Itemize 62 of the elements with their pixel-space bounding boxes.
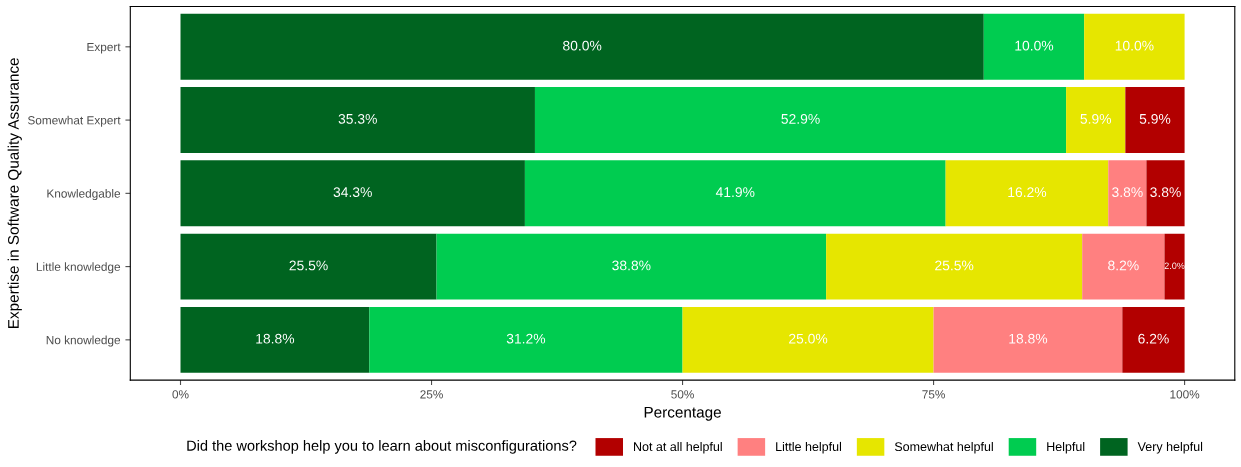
bar [524, 160, 946, 227]
bar [1125, 87, 1185, 154]
bar [1122, 306, 1185, 373]
bar [436, 233, 827, 300]
data-label: 25.5% [935, 260, 974, 271]
x-tick-label: 25% [420, 390, 443, 399]
bar [983, 13, 1085, 80]
bar [180, 87, 535, 154]
bar [1164, 233, 1185, 300]
bar [1084, 13, 1185, 80]
legend-label: Helpful [1047, 441, 1085, 454]
data-label: 25.0% [789, 333, 828, 344]
data-label: 10.0% [1115, 40, 1154, 51]
data-label: 18.8% [1009, 333, 1048, 344]
data-label: 5.9% [1080, 113, 1112, 124]
data-label: 80.0% [563, 40, 602, 51]
bar [180, 13, 984, 80]
data-label: 52.9% [781, 113, 820, 124]
data-label: 34.3% [333, 187, 372, 198]
data-label: 8.2% [1108, 260, 1139, 271]
data-label: 35.3% [338, 113, 377, 124]
data-label: 3.8% [1112, 187, 1143, 198]
y-tick-label: Somewhat Expert [27, 115, 121, 127]
x-tick-label: 0% [172, 390, 189, 399]
x-tick-label: 50% [671, 390, 694, 399]
data-label: 2.0% [1164, 262, 1185, 270]
bar [369, 306, 683, 373]
bar [826, 233, 1083, 300]
bar [945, 160, 1109, 227]
bar [180, 233, 437, 300]
data-label: 18.8% [256, 333, 295, 344]
x-axis-title: Percentage [644, 406, 721, 421]
bar [933, 306, 1123, 373]
legend-label: Very helpful [1137, 441, 1203, 454]
y-tick-label: No knowledge [46, 335, 121, 347]
legend-title: Did the workshop help you to learn about misconfigurations? [187, 440, 577, 454]
x-tick-label: 75% [922, 390, 945, 399]
y-tick-label: Expert [87, 42, 121, 54]
y-tick-label: Little knowledge [36, 262, 121, 274]
bar [534, 87, 1067, 154]
legend-label: Little helpful [776, 441, 841, 454]
legend-label: Somewhat helpful [894, 441, 993, 454]
bar [1146, 160, 1185, 227]
data-label: 31.2% [506, 333, 546, 344]
data-label: 5.9% [1139, 113, 1171, 124]
bar [1082, 233, 1165, 300]
bar [1066, 87, 1126, 154]
data-label: 10.0% [1015, 40, 1054, 51]
legend-label: Not at all helpful [634, 441, 722, 454]
data-label: 41.9% [715, 187, 755, 198]
bar [1108, 160, 1147, 227]
x-tick-label: 100% [1170, 390, 1200, 399]
bar [180, 306, 370, 373]
bar [682, 306, 934, 373]
data-label: 25.5% [289, 260, 328, 271]
bar [180, 160, 525, 227]
data-label: 16.2% [1008, 187, 1047, 198]
y-axis-title: Expertise in Software Quality Assurance [7, 58, 22, 328]
data-label: 3.8% [1150, 187, 1181, 198]
data-label: 38.8% [612, 260, 651, 271]
y-tick-label: Knowledgable [47, 189, 121, 201]
data-label: 6.2% [1138, 333, 1169, 344]
